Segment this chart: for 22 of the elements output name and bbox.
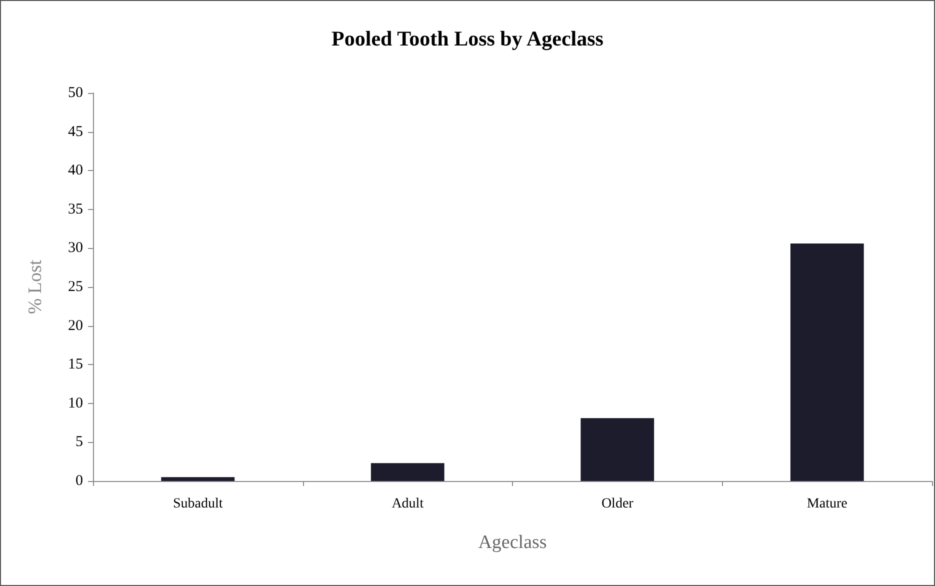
x-axis-title: Ageclass [478, 532, 547, 553]
x-tick-label: Adult [392, 496, 424, 512]
y-tick-label: 5 [76, 434, 83, 450]
y-tick-label: 0 [76, 473, 83, 489]
bar [580, 418, 654, 481]
y-tick-label: 30 [68, 240, 83, 256]
chart-title: Pooled Tooth Loss by Ageclass [332, 26, 604, 50]
y-tick-label: 35 [68, 201, 83, 218]
y-tick-label: 50 [68, 85, 83, 101]
bar [370, 463, 444, 481]
x-tick-label: Older [601, 496, 634, 512]
y-tick-label: 10 [68, 395, 83, 412]
y-tick-label: 20 [68, 318, 83, 334]
bar [161, 477, 235, 481]
y-tick-label: 40 [68, 162, 83, 179]
y-axis-title: % Lost [25, 259, 46, 314]
bar [790, 244, 864, 481]
x-tick-label: Subadult [172, 496, 223, 512]
y-tick-label: 15 [68, 356, 83, 373]
y-tick-label: 45 [68, 124, 83, 140]
x-tick-label: Mature [806, 496, 848, 512]
y-tick-label: 25 [68, 279, 83, 295]
